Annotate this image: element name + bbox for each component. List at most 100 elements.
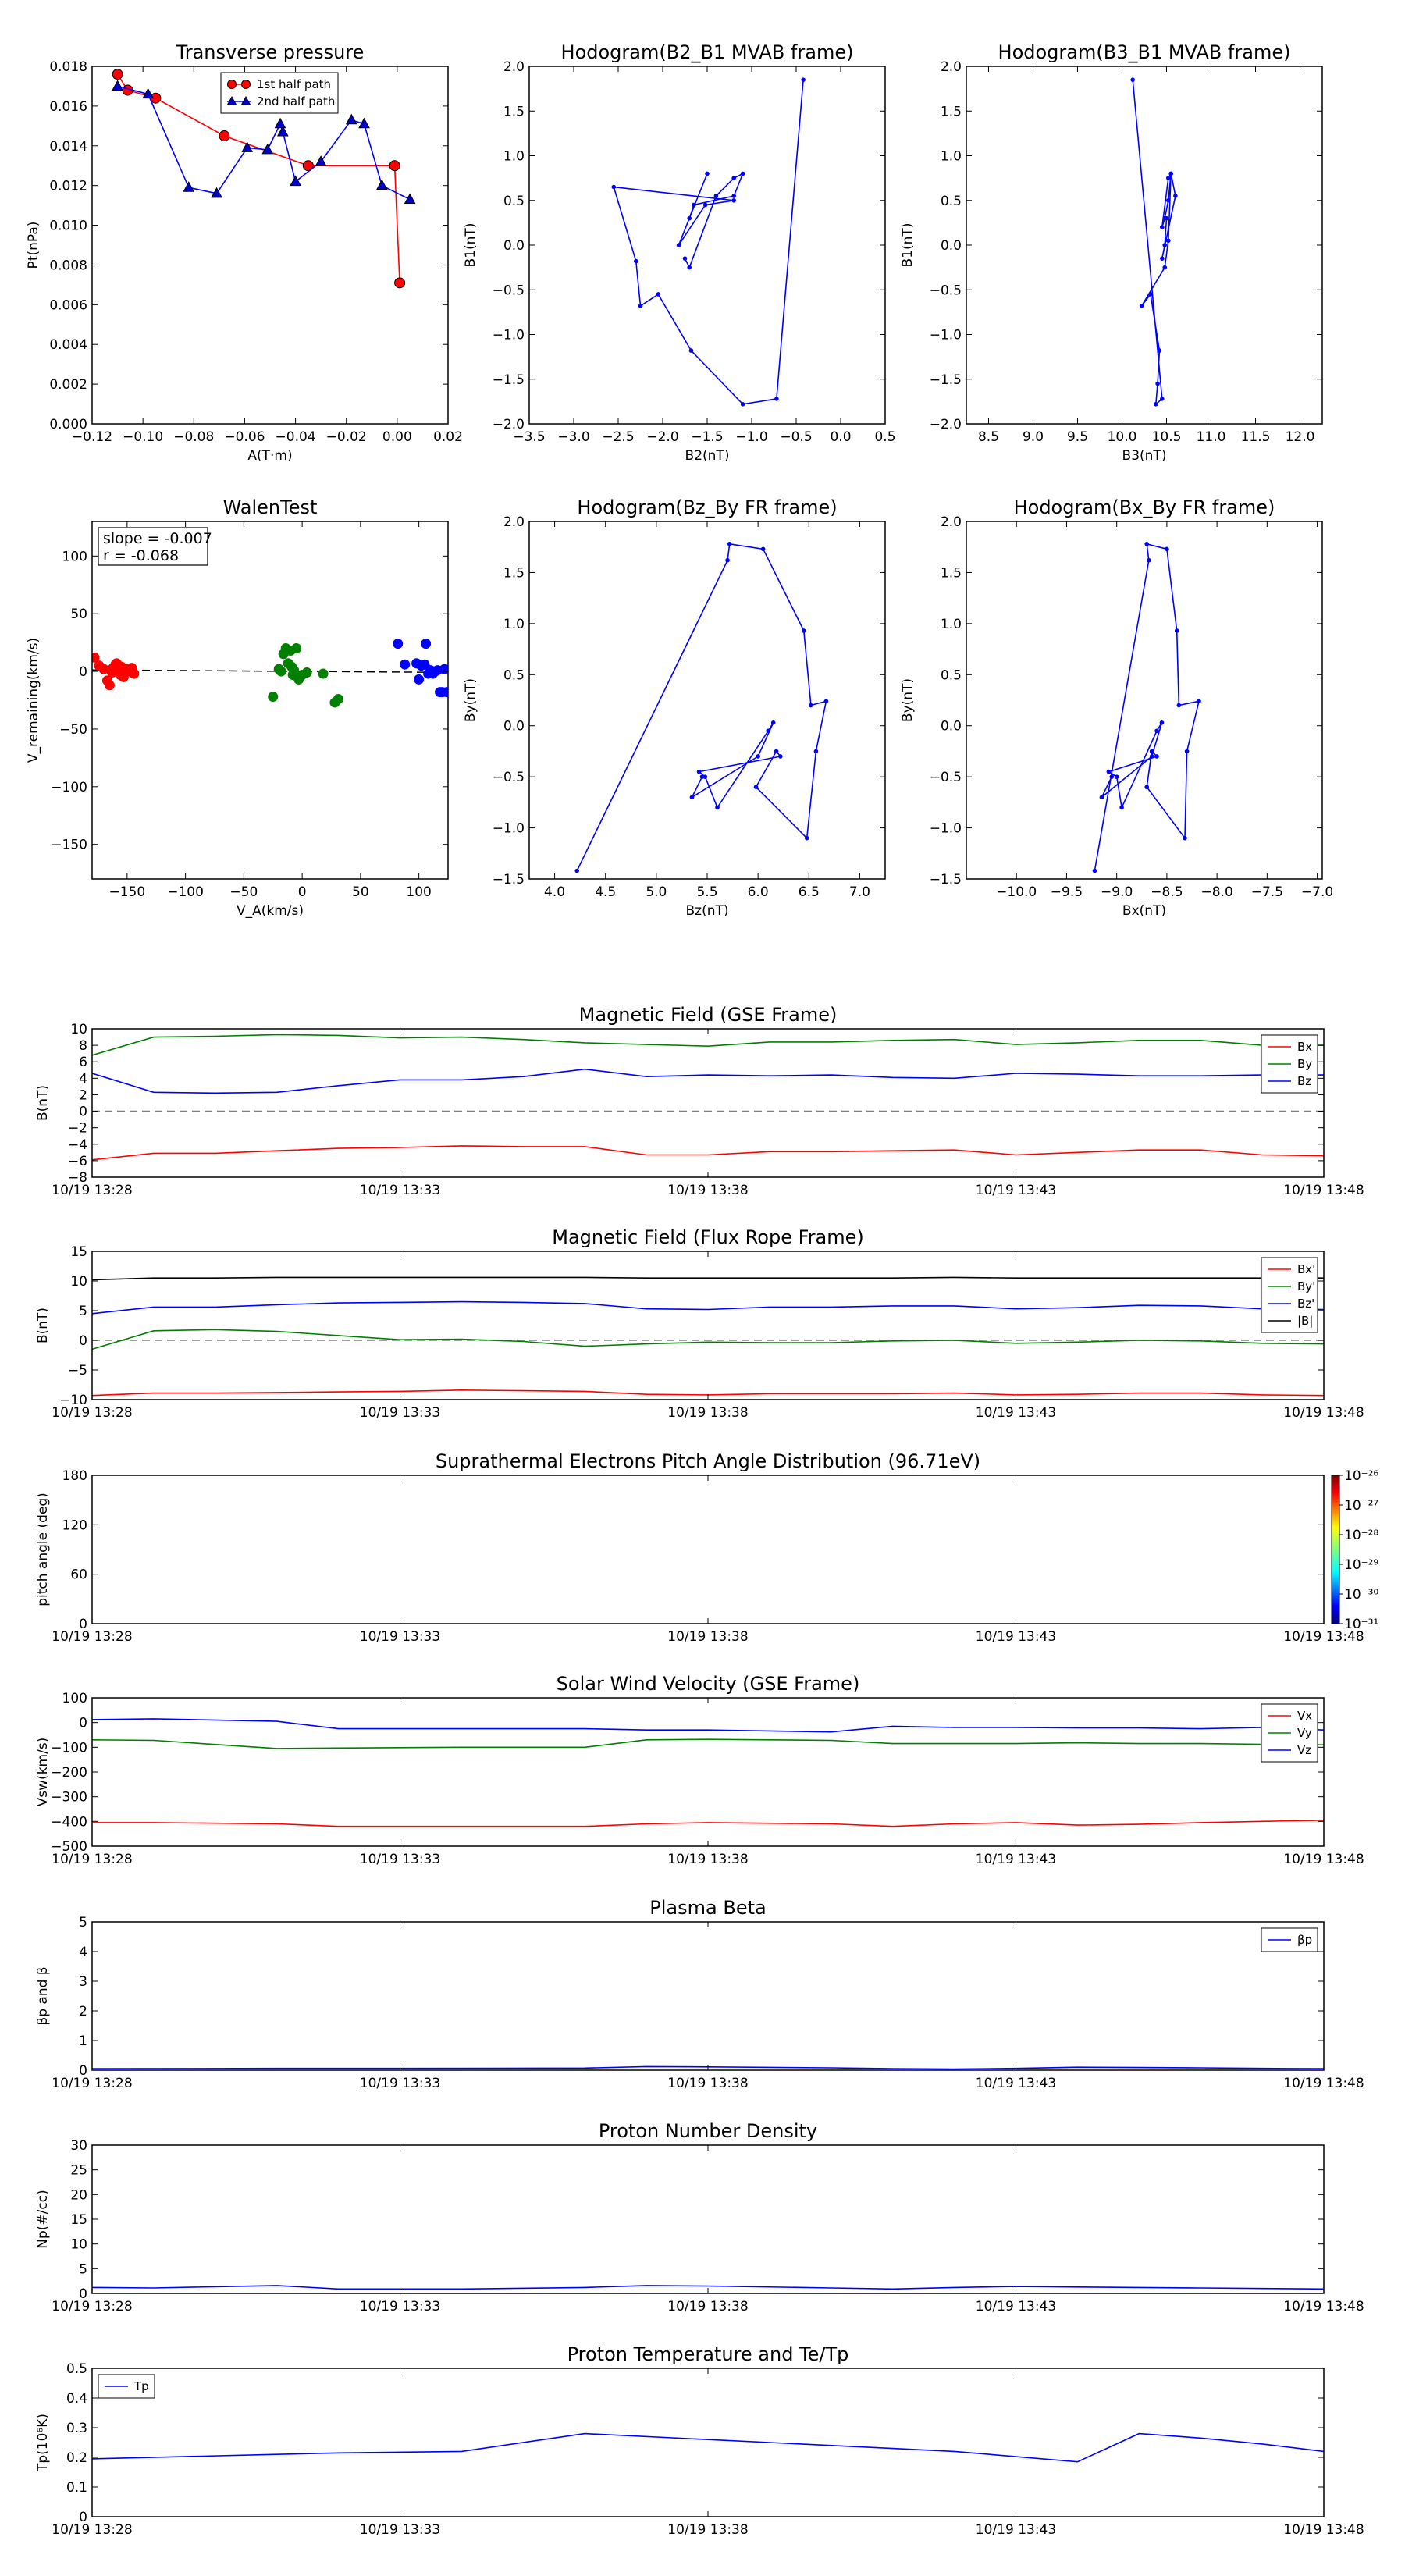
plot-frame	[91, 1697, 1325, 1847]
plot-data	[92, 2065, 1324, 2070]
chart-title: Magnetic Field (GSE Frame)	[579, 1004, 838, 1026]
data-point	[1184, 749, 1190, 754]
x-tick-label: 9.5	[1067, 429, 1088, 445]
y-tick-label: 1.5	[503, 565, 525, 581]
series-line-0	[92, 2285, 1324, 2290]
series-line-Vy	[92, 1738, 1324, 1749]
x-tick-label: −8.0	[1200, 884, 1232, 900]
y-tick-label: 15	[70, 2212, 87, 2228]
data-point	[1176, 703, 1182, 708]
data-point	[1149, 754, 1154, 759]
x-tick-label: −2.0	[646, 429, 678, 445]
y-tick-label: 0	[79, 2510, 87, 2525]
y-tick-label: 0	[79, 2286, 87, 2302]
x-tick-label: 0	[298, 884, 307, 900]
x-tick-label: 10/19 13:38	[667, 1183, 748, 1198]
data-point	[1162, 265, 1168, 270]
chart-sw_velocity: Solar Wind Velocity (GSE Frame) 10/19 13:…	[35, 1673, 1364, 1867]
y-tick-label: 60	[70, 1567, 87, 1583]
series-line-Bz	[92, 1068, 1324, 1094]
x-axis-label: V_A(km/s)	[237, 903, 304, 919]
data-point	[183, 181, 195, 192]
data-point	[1144, 541, 1150, 546]
series-line-By'	[92, 1329, 1324, 1350]
data-point	[290, 175, 301, 187]
x-tick-label: −7.0	[1301, 884, 1333, 900]
y-tick-label: −100	[51, 1740, 87, 1756]
series-line-Vz	[92, 1718, 1324, 1733]
data-point	[1197, 699, 1201, 704]
y-tick-label: 1.0	[941, 149, 962, 165]
x-tick-label: 10.0	[1108, 429, 1137, 445]
data-point	[1155, 381, 1160, 386]
y-tick-label: 50	[70, 607, 87, 622]
x-tick-label: 12.0	[1286, 429, 1315, 445]
data-point	[725, 557, 730, 563]
y-tick-label: 0.5	[503, 194, 525, 209]
y-tick-label: 25	[70, 2163, 87, 2179]
x-tick-label: 9.0	[1023, 429, 1044, 445]
y-tick-label: 0.0	[941, 719, 962, 735]
data-point	[656, 292, 661, 297]
x-tick-label: 10/19 13:33	[360, 2522, 440, 2538]
legend-label: βp	[1297, 1933, 1312, 1947]
plot-frame	[91, 2368, 1325, 2517]
x-tick-label: 10/19 13:33	[360, 1852, 440, 1867]
data-point	[774, 749, 779, 754]
y-tick-label: 0	[79, 1333, 87, 1349]
data-point	[421, 639, 432, 649]
x-axis-label: B2(nT)	[685, 448, 730, 464]
x-tick-label: 10/19 13:38	[667, 1629, 748, 1645]
x-tick-label: −100	[167, 884, 204, 900]
y-tick-label: −1.0	[493, 821, 525, 837]
data-point	[318, 668, 329, 679]
y-tick-label: 1.5	[503, 104, 525, 119]
data-point	[404, 193, 416, 204]
x-tick-label: 10/19 13:38	[667, 1852, 748, 1867]
data-point	[219, 130, 230, 142]
data-point	[393, 639, 404, 649]
data-point	[1139, 304, 1144, 308]
y-axis-label: Np(#/cc)	[35, 2190, 51, 2248]
x-tick-label: 10/19 13:43	[976, 1629, 1056, 1645]
y-tick-label: −2	[68, 1121, 87, 1137]
x-tick-label: 5.5	[696, 884, 717, 900]
data-point	[129, 668, 140, 679]
series-line-Bx	[92, 1145, 1324, 1161]
x-tick-label: −9.0	[1101, 884, 1133, 900]
chart-title: Suprathermal Electrons Pitch Angle Distr…	[436, 1450, 980, 1472]
data-point	[291, 643, 302, 654]
y-tick-label: 10	[70, 1274, 87, 1290]
y-tick-label: −200	[51, 1765, 87, 1781]
x-tick-label: 6.5	[799, 884, 820, 900]
data-point	[804, 835, 809, 841]
y-tick-label: −0.5	[930, 283, 962, 298]
x-tick-label: −0.5	[780, 429, 812, 445]
x-tick-label: 10/19 13:43	[976, 1405, 1056, 1421]
y-tick-label: 0.5	[941, 667, 962, 683]
y-axis-label: βp and β	[35, 1966, 51, 2025]
x-tick-label: −1.0	[735, 429, 767, 445]
y-tick-label: 1.0	[941, 617, 962, 632]
legend-marker	[226, 95, 237, 105]
x-tick-label: −0.02	[326, 429, 367, 445]
x-tick-label: 10/19 13:33	[360, 2076, 440, 2091]
data-point	[1144, 785, 1150, 790]
fit-line	[92, 669, 448, 674]
x-tick-label: 10/19 13:38	[667, 2522, 748, 2538]
y-tick-label: −100	[51, 780, 87, 795]
x-tick-label: 10/19 13:43	[976, 1852, 1056, 1867]
data-point	[394, 277, 406, 289]
data-point	[1173, 194, 1178, 198]
y-tick-label: 0.0	[941, 238, 962, 254]
data-point	[687, 265, 692, 270]
y-tick-label: 0.004	[49, 337, 87, 353]
plot-frame	[91, 2144, 1325, 2294]
legend: βp	[1261, 1927, 1318, 1952]
annotation-box	[98, 527, 208, 566]
x-tick-label: −2.5	[602, 429, 634, 445]
series-line-0	[1094, 543, 1200, 871]
y-tick-label: −0.5	[493, 770, 525, 785]
chart-transverse_pressure: Transverse pressure−0.12 −0.10 −0.08 −0.06−…	[26, 41, 463, 464]
